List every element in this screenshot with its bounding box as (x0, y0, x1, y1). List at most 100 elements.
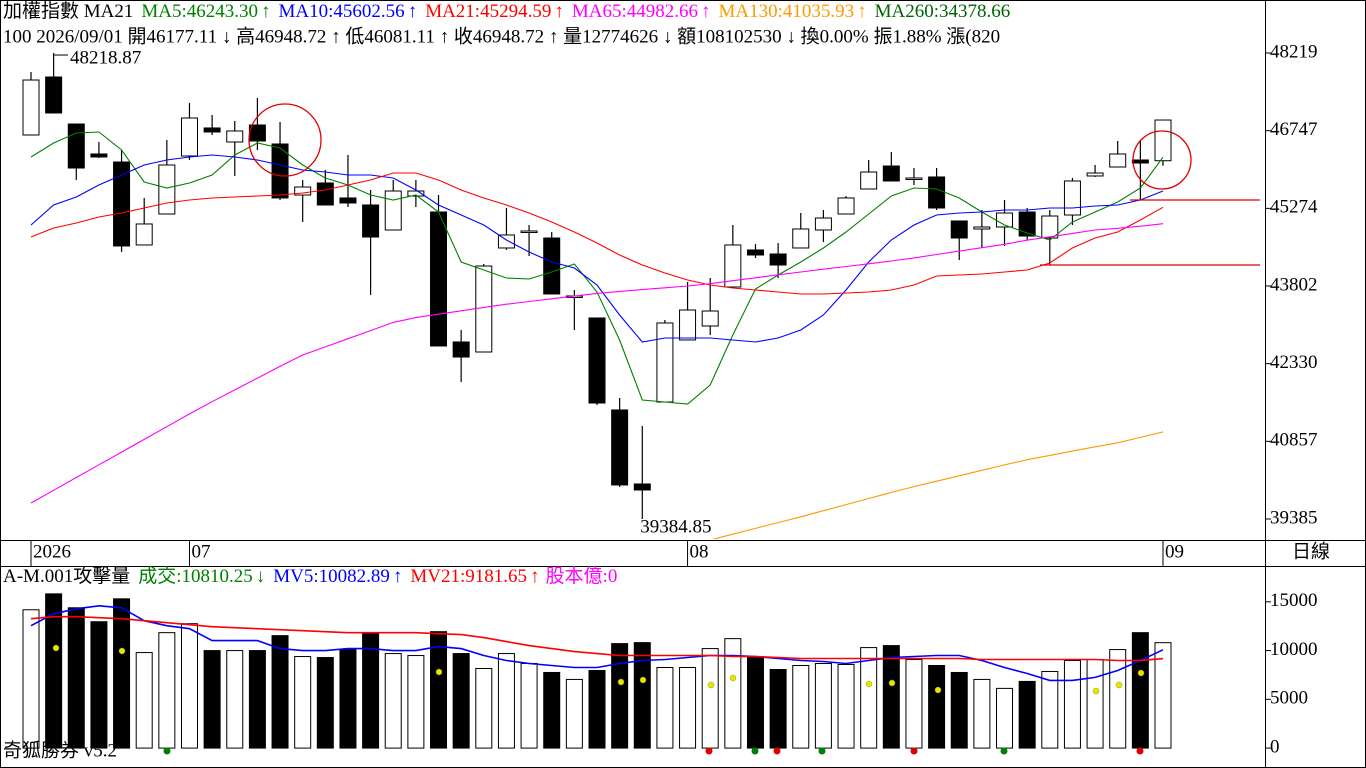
candle-body (905, 177, 923, 180)
volume-bar (430, 631, 448, 749)
volume-bar (679, 666, 697, 749)
volume-bar (271, 635, 289, 749)
candle-body (339, 197, 357, 204)
volume-bar (633, 642, 651, 749)
chart-title: A-M.001攻擊量 (3, 565, 130, 587)
ma-line (30, 223, 1164, 504)
y-tick-label: 45274 (1270, 197, 1318, 218)
volume-bar (611, 643, 629, 749)
y-tick-label: 42330 (1270, 352, 1318, 373)
candle-body (588, 317, 606, 404)
volume-bar (294, 656, 312, 749)
candle-body (1109, 153, 1127, 168)
volume-bar (882, 645, 900, 749)
y-tick-label: 5000 (1270, 688, 1308, 709)
volume-bar (90, 621, 108, 749)
volume-bar (248, 650, 266, 749)
legend-entry: MV5:10082.89 (273, 566, 390, 587)
volume-bar (67, 607, 85, 749)
footer: 奇狐勝券 v5.2 (3, 739, 117, 761)
candle-body (950, 220, 968, 239)
volume-bar (22, 609, 40, 749)
candle-body (656, 322, 674, 403)
candle-body (724, 244, 742, 288)
volume-panel (22, 593, 1172, 749)
x-tick-label: 2026 (33, 541, 71, 562)
annotation: 39384.85 (640, 516, 711, 537)
volume-bar (45, 593, 63, 749)
legend-entry: MA21:45294.59 (425, 1, 551, 22)
candle-body (362, 204, 380, 238)
annotation: 48218.87 (70, 47, 141, 68)
volume-bar (339, 649, 357, 749)
candle-body (1018, 211, 1036, 237)
candle-body (452, 341, 470, 358)
volume-bar (407, 655, 425, 749)
volume-bar (497, 653, 515, 749)
candle-body (45, 76, 63, 114)
legend-trend: ↑ (554, 1, 564, 22)
candle-body (316, 182, 334, 206)
candle-body (1154, 119, 1172, 162)
highlight-circle (1132, 130, 1192, 190)
volume-bar (113, 598, 131, 749)
y-tick-label: 46747 (1270, 119, 1318, 140)
volume-bar (973, 678, 991, 749)
candle-body (22, 79, 40, 136)
x-tick-label: 09 (1165, 541, 1184, 562)
y-tick-label: 0 (1270, 736, 1280, 757)
legend-entry: 股本億:0 (546, 565, 618, 587)
candle-body (837, 197, 855, 215)
y-tick-label: 15000 (1270, 590, 1318, 611)
volume-bar (180, 623, 198, 749)
legend: 加權指數 MA21 MA5:46243.30 ↑ MA10:45602.56 ↑ MA21… (3, 0, 1010, 22)
volume-bar (656, 666, 674, 749)
highlight-circle (248, 103, 322, 177)
quote-info: 100 2026/09/01 開46177.11 ↓ 高46948.72 ↑ 低… (3, 25, 1000, 47)
candle-body (882, 165, 900, 182)
candle-body (294, 186, 312, 196)
candle-body (158, 164, 176, 215)
bottom-signal-dots (163, 747, 1144, 755)
price-panel (22, 53, 1260, 539)
legend-trend: ↓ (256, 566, 266, 587)
volume-bar (769, 668, 787, 749)
period-label: 日線 (1292, 540, 1330, 562)
volume-bar (565, 678, 583, 749)
candle-body (135, 223, 153, 246)
candle-body (226, 130, 244, 143)
volume-bar (1086, 659, 1104, 749)
candle-body (430, 211, 448, 347)
volume-bar (158, 632, 176, 749)
legend: A-M.001攻擊量 成交:10810.25 ↓ MV5:10082.89 ↑ MV21:… (3, 565, 617, 587)
labels: 奇狐勝券 v5.2 加權指數 MA21 MA5:46243.30 ↑ MA10:456… (3, 0, 1330, 761)
signal-dots (52, 644, 1145, 695)
volume-bar (905, 659, 923, 749)
legend-trend: ↑ (393, 566, 403, 587)
volume-bar (520, 663, 538, 749)
volume-bar (837, 664, 855, 749)
volume-bar (928, 665, 946, 749)
volume-bar (950, 671, 968, 749)
legend-trend: ↑ (701, 1, 711, 22)
candle-body (180, 117, 198, 157)
chart-title: 加權指數 MA21 (3, 0, 133, 22)
candle-body (792, 228, 810, 249)
candle-body (860, 171, 878, 190)
volume-bar (543, 671, 561, 749)
volume-bar (316, 657, 334, 749)
legend-trend: ↑ (857, 1, 867, 22)
volume-bar (1154, 642, 1172, 749)
y-tick-label: 43802 (1270, 274, 1318, 295)
candle-body (1131, 159, 1149, 164)
candle-body (271, 143, 289, 199)
ma-line (711, 431, 1164, 539)
candle-body (1063, 180, 1081, 216)
volume-bar (746, 656, 764, 749)
volume-bar (1109, 649, 1127, 749)
candle-body (90, 153, 108, 158)
volume-bar (362, 633, 380, 749)
legend-trend: ↑ (530, 566, 540, 587)
volume-bar (203, 650, 221, 749)
